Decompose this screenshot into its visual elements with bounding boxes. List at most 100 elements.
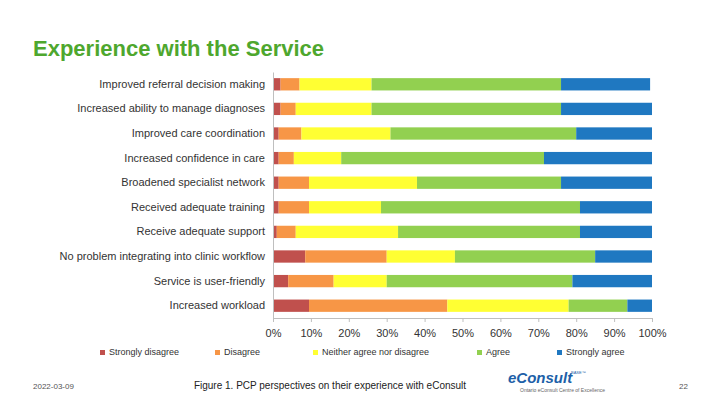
x-tick: 40% xyxy=(414,318,436,339)
legend-swatch xyxy=(215,350,220,355)
bar xyxy=(627,300,652,312)
y-tick-label: Improved care coordination xyxy=(132,127,265,139)
logo: eConsultBASE™ Ontario eConsult Centre of … xyxy=(508,369,605,393)
legend-item: Neither agree nor disagree xyxy=(313,347,429,357)
x-tick-mark xyxy=(387,318,388,322)
legend-label: Neither agree nor disagree xyxy=(322,347,429,357)
x-tick-mark xyxy=(576,318,577,322)
x-tick-label: 40% xyxy=(414,327,436,339)
y-tick-label: Increased ability to manage diagnoses xyxy=(77,102,265,114)
x-tick: 0% xyxy=(266,318,282,339)
y-tick: Received adequate training xyxy=(131,201,273,213)
x-tick-label: 70% xyxy=(528,327,550,339)
legend: Strongly disagree Disagree Neither agree n… xyxy=(100,347,625,357)
logo-subtitle: Ontario eConsult Centre of Excellence xyxy=(520,387,605,393)
y-tick: Improved referral decision making xyxy=(99,78,273,90)
y-tick-label: No problem integrating into clinic workf… xyxy=(60,250,265,262)
x-tick-label: 50% xyxy=(452,327,474,339)
bars xyxy=(273,78,652,312)
bar xyxy=(341,152,544,164)
logo-suffix: BASE™ xyxy=(571,370,586,375)
x-tick: 80% xyxy=(566,318,588,339)
bar xyxy=(273,103,281,115)
x-tick-mark xyxy=(311,318,312,322)
logo-name: eConsult xyxy=(508,369,573,386)
x-tick: 30% xyxy=(376,318,398,339)
y-tick: Service is user-friendly xyxy=(154,275,273,287)
y-tick-label: Received adequate training xyxy=(131,201,265,213)
bar xyxy=(580,226,652,238)
bar xyxy=(561,103,652,115)
title: Experience with the Service xyxy=(33,36,324,61)
bar xyxy=(296,226,398,238)
legend-swatch xyxy=(557,350,562,355)
bar xyxy=(572,275,652,287)
bar xyxy=(580,201,652,213)
bar xyxy=(305,250,386,262)
x-tick: 70% xyxy=(528,318,550,339)
bar xyxy=(576,127,652,139)
legend-swatch xyxy=(477,350,482,355)
x-tick-mark xyxy=(349,318,350,322)
x-tick: 10% xyxy=(300,318,322,339)
bar xyxy=(372,78,562,90)
x-tick-mark xyxy=(652,318,653,322)
y-tick: Receive adequate support xyxy=(137,225,273,237)
y-tick-label: Improved referral decision making xyxy=(99,78,265,90)
x-tick: 20% xyxy=(338,318,360,339)
y-tick: Broadened specialist network xyxy=(121,176,273,188)
y-axis-line xyxy=(273,73,274,319)
legend-item: Agree xyxy=(477,347,510,357)
bar xyxy=(279,177,309,189)
series-4 xyxy=(544,78,652,312)
bar xyxy=(279,152,294,164)
bar xyxy=(372,103,562,115)
x-tick-label: 90% xyxy=(604,327,626,339)
x-tick-label: 0% xyxy=(266,327,282,339)
bar xyxy=(544,152,652,164)
bar xyxy=(417,177,561,189)
y-axis: Improved referral decision making Increas… xyxy=(60,73,274,319)
bar xyxy=(398,226,580,238)
x-axis: 0% 10% 20% 30% 40% 50% 60% 70% 80% 90% 100% xyxy=(266,318,667,339)
bar xyxy=(301,127,390,139)
legend-swatch xyxy=(313,350,318,355)
y-tick: Increased workload xyxy=(170,299,273,311)
caption: Figure 1. PCP perspectives on their expe… xyxy=(194,380,466,391)
x-tick-mark xyxy=(425,318,426,322)
bar xyxy=(561,78,650,90)
y-tick-label: Increased confidence in care xyxy=(124,152,265,164)
x-tick-mark xyxy=(273,318,274,322)
x-tick-mark xyxy=(463,318,464,322)
bar xyxy=(273,250,305,262)
legend-swatch xyxy=(100,350,105,355)
date: 2022-03-09 xyxy=(33,382,74,391)
legend-label: Strongly agree xyxy=(566,347,625,357)
bar xyxy=(296,103,372,115)
bar xyxy=(273,275,288,287)
x-axis-line xyxy=(274,319,653,323)
y-tick-label: Receive adequate support xyxy=(137,225,265,237)
legend-label: Agree xyxy=(486,347,510,357)
x-tick: 90% xyxy=(604,318,626,339)
x-tick: 60% xyxy=(490,318,512,339)
x-tick-mark xyxy=(538,318,539,322)
legend-label: Strongly disagree xyxy=(109,347,179,357)
bar xyxy=(455,250,595,262)
x-tick-label: 100% xyxy=(638,327,666,339)
x-tick-label: 30% xyxy=(376,327,398,339)
bar xyxy=(279,127,302,139)
x-tick-label: 80% xyxy=(566,327,588,339)
legend-item: Strongly agree xyxy=(557,347,625,357)
legend-label: Disagree xyxy=(224,347,260,357)
bar xyxy=(279,201,309,213)
y-tick-label: Increased workload xyxy=(170,299,265,311)
bar xyxy=(294,152,341,164)
x-tick: 50% xyxy=(452,318,474,339)
bar xyxy=(447,300,568,312)
page-number: 22 xyxy=(679,382,688,391)
x-tick: 100% xyxy=(638,318,666,339)
y-tick-label: Service is user-friendly xyxy=(154,275,266,287)
bar xyxy=(277,226,296,238)
y-tick-label: Broadened specialist network xyxy=(121,176,265,188)
